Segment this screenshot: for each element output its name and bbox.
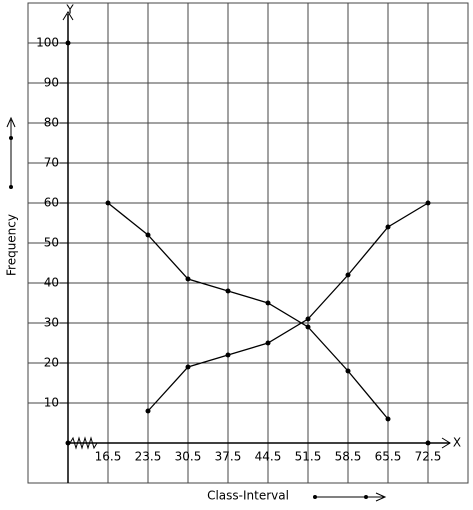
data-point <box>345 272 351 278</box>
x-axis-title: Class-Interval <box>207 489 289 503</box>
data-point <box>145 408 151 414</box>
axis-dot <box>425 440 431 446</box>
x-tick-label: 72.5 <box>415 450 442 464</box>
x-tick-label: 30.5 <box>175 450 202 464</box>
arrow-dot <box>9 136 13 140</box>
arrow-dot <box>364 495 368 499</box>
data-point <box>225 288 231 294</box>
data-point <box>305 316 311 322</box>
data-point <box>265 300 271 306</box>
x-tick-label: 44.5 <box>255 450 282 464</box>
x-tick-label: 65.5 <box>375 450 402 464</box>
y-axis-title: Frequency <box>5 214 19 276</box>
x-tick-label: 58.5 <box>335 450 362 464</box>
y-arrow <box>62 11 74 21</box>
data-point <box>425 200 431 206</box>
x-title-arrow-head <box>375 492 387 502</box>
grid <box>28 3 468 483</box>
y-axis-letter: Y <box>65 3 74 17</box>
y-tick-label: 30 <box>44 316 59 330</box>
x-tick-label: 23.5 <box>135 450 162 464</box>
origin-dot <box>65 440 71 446</box>
data-point <box>385 416 391 422</box>
data-point <box>105 200 111 206</box>
x-axis-letter: X <box>453 436 461 450</box>
y-tick-label: 100 <box>36 36 59 50</box>
series-line <box>107 202 389 420</box>
arrow-dot <box>9 185 13 189</box>
data-point <box>145 232 151 238</box>
data-point <box>225 352 231 358</box>
data-point <box>265 340 271 346</box>
data-point <box>185 276 191 282</box>
y-tick-label: 50 <box>44 236 59 250</box>
y-tick-label: 60 <box>44 196 59 210</box>
data-point <box>305 324 311 330</box>
y-title-arrow-head <box>6 116 16 128</box>
x-arrow <box>441 437 451 449</box>
x-tick-label: 16.5 <box>95 450 122 464</box>
data-point <box>385 224 391 230</box>
y-tick-label: 90 <box>44 76 59 90</box>
series-line <box>147 202 429 412</box>
y-tick-label: 10 <box>44 396 59 410</box>
y-tick-label: 70 <box>44 156 59 170</box>
arrow-dot <box>313 495 317 499</box>
x-tick-label: 37.5 <box>215 450 242 464</box>
y-tick-label: 40 <box>44 276 59 290</box>
y-tick-label: 20 <box>44 356 59 370</box>
data-point <box>345 368 351 374</box>
data-point <box>185 364 191 370</box>
axis-break <box>69 436 98 450</box>
y-tick-label: 80 <box>44 116 59 130</box>
x-tick-label: 51.5 <box>295 450 322 464</box>
